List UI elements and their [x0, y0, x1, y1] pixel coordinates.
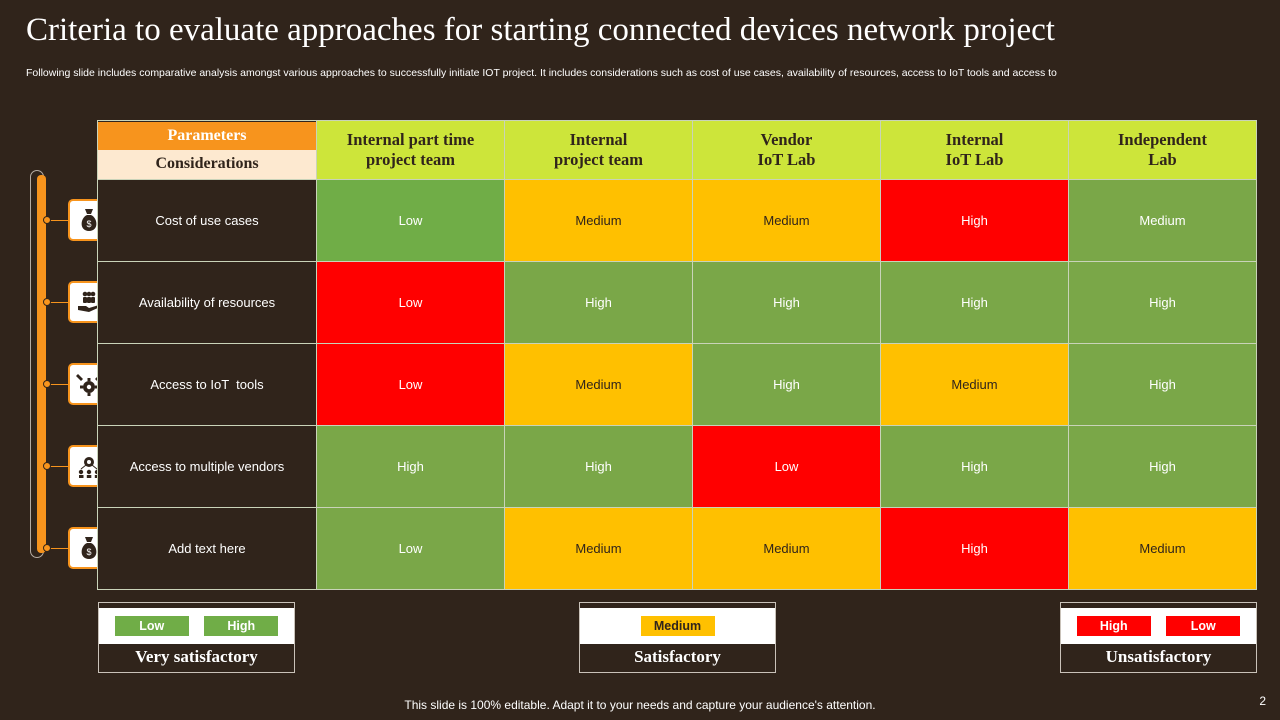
table-corner: Parameters Considerations [97, 120, 317, 180]
row-connector [44, 548, 68, 549]
table-row: Access to multiple vendors High High Low… [97, 425, 1257, 508]
column-header: Vendor IoT Lab [692, 120, 881, 180]
table-cell: High [880, 179, 1069, 262]
table-cell: High [1068, 261, 1257, 344]
legend-unsatisfactory: High Low Unsatisfactory [1060, 602, 1257, 673]
legend-chip: Medium [640, 616, 715, 636]
svg-text:$: $ [86, 547, 91, 557]
table-cell: Medium [880, 343, 1069, 426]
table-row: Access to IoT tools Low Medium High Medi… [97, 343, 1257, 426]
row-connector [44, 466, 68, 467]
table-cell: Low [316, 261, 505, 344]
timeline-dot [43, 462, 51, 470]
row-label: Cost of use cases [97, 179, 317, 262]
row-connector [44, 384, 68, 385]
legend-chips: Medium [580, 608, 775, 644]
row-connector [44, 302, 68, 303]
table-row: Cost of use cases Low Medium Medium High… [97, 179, 1257, 262]
legend-chip: High [204, 616, 279, 636]
legend-label: Satisfactory [634, 647, 721, 666]
legend-label: Unsatisfactory [1105, 647, 1212, 666]
considerations-header: Considerations [98, 149, 316, 179]
table-cell: Medium [1068, 179, 1257, 262]
table-cell: Medium [504, 179, 693, 262]
table-cell: Low [316, 343, 505, 426]
table-cell: High [504, 261, 693, 344]
column-header: Internal project team [504, 120, 693, 180]
footer-note: This slide is 100% editable. Adapt it to… [404, 698, 876, 712]
svg-text:$: $ [86, 219, 91, 229]
table-header-row: Parameters Considerations Internal part … [97, 120, 1257, 180]
legend-chip: High [1076, 616, 1151, 636]
column-header: Internal IoT Lab [880, 120, 1069, 180]
table-cell: High [316, 425, 505, 508]
table-cell: Medium [1068, 507, 1257, 590]
timeline-dot [43, 544, 51, 552]
table-cell: Low [692, 425, 881, 508]
row-connector [44, 220, 68, 221]
legend-very-satisfactory: Low High Very satisfactory [98, 602, 295, 673]
table-cell: High [1068, 343, 1257, 426]
row-label: Access to IoT tools [97, 343, 317, 426]
timeline-dot [43, 298, 51, 306]
column-header: Internal part time project team [316, 120, 505, 180]
parameters-header: Parameters [98, 121, 316, 150]
page-number: 2 [1259, 694, 1266, 708]
table-cell: High [504, 425, 693, 508]
legend-label: Very satisfactory [135, 647, 258, 666]
table-cell: High [692, 261, 881, 344]
table-cell: Medium [692, 179, 881, 262]
column-header: Independent Lab [1068, 120, 1257, 180]
table-cell: High [880, 261, 1069, 344]
table-cell: High [692, 343, 881, 426]
row-label: Access to multiple vendors [97, 425, 317, 508]
legend-chip: Low [1166, 616, 1241, 636]
table-cell: Low [316, 507, 505, 590]
slide-subtitle: Following slide includes comparative ana… [26, 67, 1057, 79]
timeline-rail [37, 175, 46, 553]
slide-title: Criteria to evaluate approaches for star… [26, 12, 1055, 48]
comparison-table: Parameters Considerations Internal part … [97, 120, 1257, 590]
legend-chips: Low High [99, 608, 294, 644]
row-label: Availability of resources [97, 261, 317, 344]
table-cell: Medium [504, 507, 693, 590]
timeline-dot [43, 216, 51, 224]
table-cell: High [880, 425, 1069, 508]
table-cell: Low [316, 179, 505, 262]
legend-chip: Low [114, 616, 189, 636]
legend-satisfactory: Medium Satisfactory [579, 602, 776, 673]
legend-chips: High Low [1061, 608, 1256, 644]
table-row: Availability of resources Low High High … [97, 261, 1257, 344]
table-row: Add text here Low Medium Medium High Med… [97, 507, 1257, 590]
table-cell: High [1068, 425, 1257, 508]
table-cell: Medium [692, 507, 881, 590]
table-cell: Medium [504, 343, 693, 426]
timeline-dot [43, 380, 51, 388]
row-label: Add text here [97, 507, 317, 590]
table-cell: High [880, 507, 1069, 590]
